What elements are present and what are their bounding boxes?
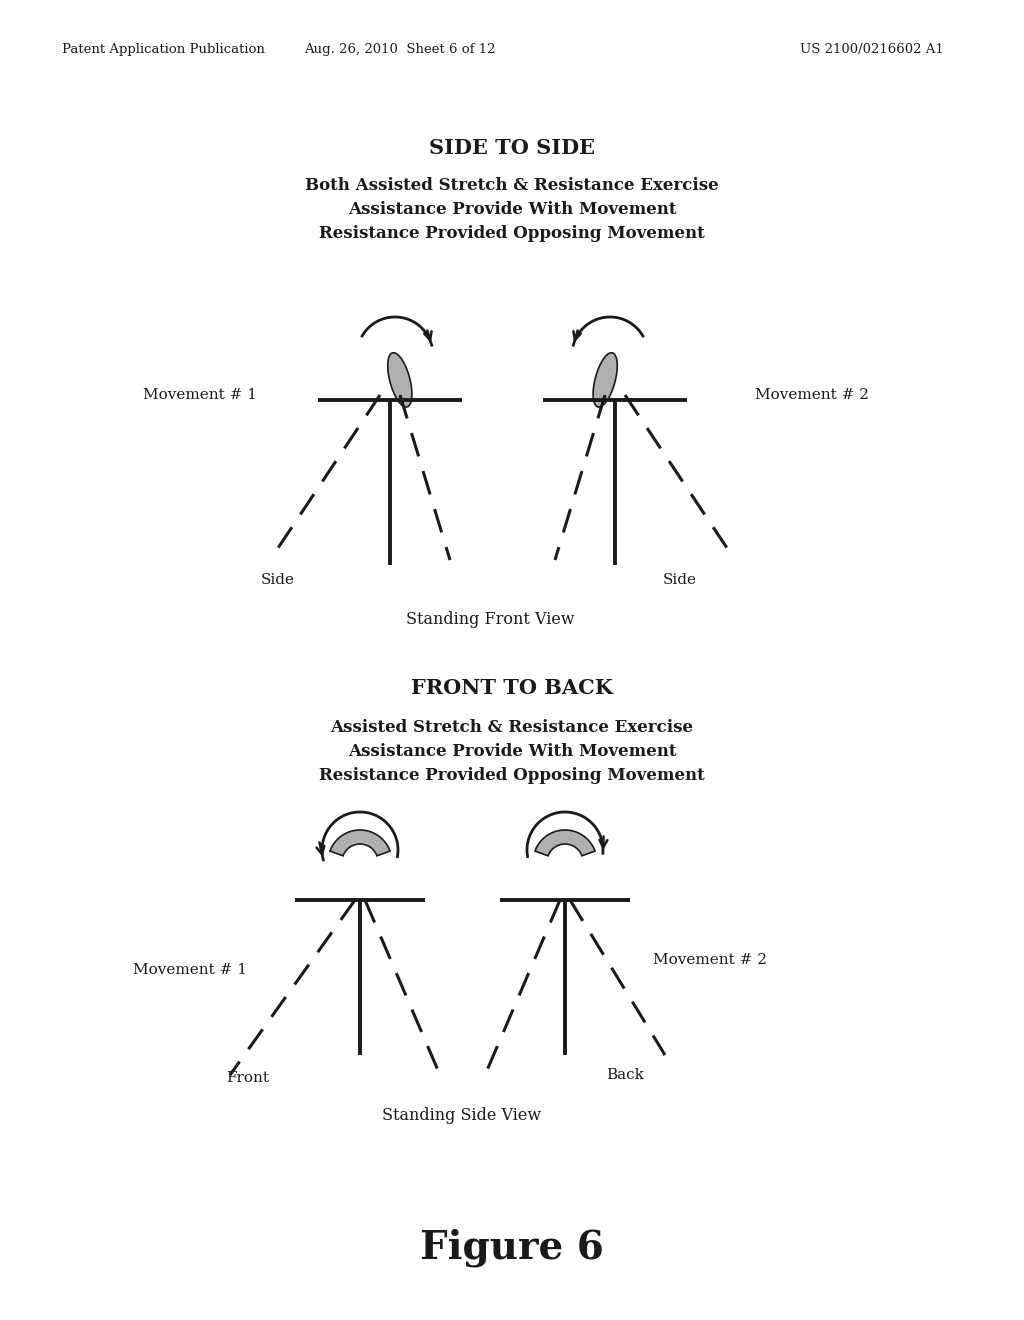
Text: Assistance Provide With Movement: Assistance Provide With Movement xyxy=(348,743,676,760)
Text: Back: Back xyxy=(606,1068,644,1082)
Text: Standing Front View: Standing Front View xyxy=(406,611,574,628)
Text: SIDE TO SIDE: SIDE TO SIDE xyxy=(429,139,595,158)
Text: Movement # 2: Movement # 2 xyxy=(653,953,767,968)
Polygon shape xyxy=(388,352,412,407)
Text: Movement # 1: Movement # 1 xyxy=(143,388,257,403)
Polygon shape xyxy=(593,352,617,407)
Polygon shape xyxy=(535,830,595,855)
Text: Resistance Provided Opposing Movement: Resistance Provided Opposing Movement xyxy=(319,226,705,243)
Text: Side: Side xyxy=(663,573,697,587)
Text: Movement # 1: Movement # 1 xyxy=(133,964,247,977)
Text: Side: Side xyxy=(261,573,295,587)
Text: Assistance Provide With Movement: Assistance Provide With Movement xyxy=(348,202,676,219)
Text: US 2100/0216602 A1: US 2100/0216602 A1 xyxy=(800,44,944,57)
Text: Figure 6: Figure 6 xyxy=(420,1229,604,1267)
Text: FRONT TO BACK: FRONT TO BACK xyxy=(411,678,613,698)
Text: Standing Side View: Standing Side View xyxy=(382,1106,542,1123)
Text: Both Assisted Stretch & Resistance Exercise: Both Assisted Stretch & Resistance Exerc… xyxy=(305,177,719,194)
Polygon shape xyxy=(330,830,390,855)
Text: Aug. 26, 2010  Sheet 6 of 12: Aug. 26, 2010 Sheet 6 of 12 xyxy=(304,44,496,57)
Text: Resistance Provided Opposing Movement: Resistance Provided Opposing Movement xyxy=(319,767,705,784)
Text: Movement # 2: Movement # 2 xyxy=(755,388,869,403)
Text: Patent Application Publication: Patent Application Publication xyxy=(62,44,265,57)
Text: Front: Front xyxy=(226,1071,269,1085)
Text: Assisted Stretch & Resistance Exercise: Assisted Stretch & Resistance Exercise xyxy=(331,719,693,737)
